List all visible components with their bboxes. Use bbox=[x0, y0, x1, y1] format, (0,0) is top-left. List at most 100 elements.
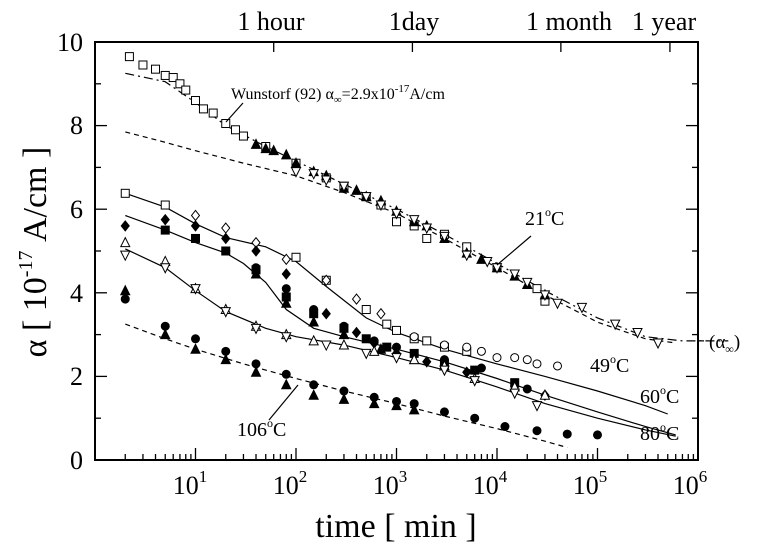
data-point bbox=[151, 64, 161, 74]
label-60C: 60oC bbox=[640, 383, 679, 408]
top-axis-label-hour: 1 hour bbox=[237, 7, 305, 36]
data-point bbox=[280, 297, 292, 308]
data-point bbox=[250, 323, 262, 335]
data-point bbox=[439, 407, 449, 417]
data-point bbox=[291, 252, 301, 262]
data-point bbox=[120, 220, 130, 232]
x-tick-label: 102 bbox=[273, 467, 308, 500]
data-point bbox=[338, 181, 350, 193]
data-point bbox=[509, 269, 521, 281]
data-point bbox=[281, 268, 291, 280]
y-tick-label: 6 bbox=[70, 195, 83, 224]
data-point bbox=[492, 353, 502, 363]
data-point bbox=[351, 184, 362, 195]
data-point bbox=[422, 336, 432, 346]
data-point bbox=[481, 256, 493, 268]
data-point bbox=[553, 361, 563, 371]
data-point bbox=[320, 340, 332, 352]
data-point bbox=[221, 222, 231, 234]
data-point bbox=[461, 250, 473, 262]
data-point bbox=[593, 430, 602, 440]
data-point bbox=[309, 305, 319, 315]
data-point bbox=[280, 378, 292, 390]
y-tick-label: 2 bbox=[70, 362, 83, 391]
data-point bbox=[422, 233, 432, 243]
data-point bbox=[190, 343, 201, 354]
data-point bbox=[439, 231, 450, 243]
data-point bbox=[338, 393, 350, 404]
data-point bbox=[392, 325, 401, 335]
data-point bbox=[208, 108, 218, 118]
x-tick-label: 104 bbox=[473, 467, 508, 500]
data-point bbox=[251, 359, 261, 369]
data-point bbox=[160, 213, 170, 226]
data-point bbox=[191, 233, 200, 243]
data-point bbox=[509, 388, 521, 400]
label-49C: 49oC bbox=[590, 352, 629, 377]
data-point bbox=[462, 342, 472, 352]
data-point bbox=[491, 263, 503, 274]
data-point bbox=[392, 396, 401, 406]
data-point bbox=[368, 345, 380, 356]
x-tick-label: 105 bbox=[573, 467, 608, 500]
data-point bbox=[532, 426, 542, 436]
data-point bbox=[320, 175, 332, 187]
x-tick-label: 103 bbox=[373, 467, 408, 500]
data-point bbox=[268, 144, 280, 156]
data-point bbox=[220, 353, 232, 365]
data-point bbox=[391, 353, 402, 364]
data-point bbox=[190, 284, 201, 295]
data-point bbox=[251, 245, 261, 257]
label-106C-leader bbox=[268, 384, 299, 421]
data-point bbox=[375, 343, 387, 354]
data-point bbox=[260, 142, 272, 154]
data-point bbox=[532, 359, 542, 369]
data-point bbox=[191, 334, 200, 344]
data-point bbox=[160, 321, 170, 331]
data-point bbox=[392, 342, 401, 352]
data-point bbox=[476, 346, 486, 356]
data-point bbox=[469, 376, 481, 387]
ticks-layer bbox=[95, 41, 698, 461]
data-point bbox=[338, 328, 350, 340]
y-tick-label: 8 bbox=[70, 111, 83, 140]
x-tick-label: 106 bbox=[673, 467, 708, 500]
data-point bbox=[160, 70, 170, 80]
data-point bbox=[119, 236, 131, 248]
y-tick-label: 4 bbox=[70, 279, 83, 308]
data-point bbox=[290, 167, 302, 178]
curve-49C bbox=[125, 192, 668, 415]
data-point bbox=[181, 85, 191, 95]
top-axis-label-year: 1 year bbox=[632, 7, 697, 36]
data-point bbox=[408, 403, 420, 415]
data-point bbox=[221, 232, 231, 245]
data-point bbox=[391, 208, 402, 220]
data-point bbox=[308, 315, 320, 327]
data-point bbox=[281, 253, 291, 266]
x-tick-label: 101 bbox=[173, 467, 208, 500]
y-axis-title: α [ 10-17 A/cm ] bbox=[15, 147, 54, 358]
x-axis-title: time [ min ] bbox=[315, 508, 476, 545]
data-point bbox=[280, 148, 292, 160]
data-point bbox=[522, 355, 532, 365]
data-point bbox=[238, 131, 248, 141]
data-point bbox=[539, 290, 551, 302]
data-point bbox=[361, 305, 371, 315]
data-point bbox=[652, 338, 664, 350]
data-point bbox=[120, 188, 130, 198]
data-point bbox=[321, 274, 331, 287]
data-point bbox=[138, 60, 148, 70]
data-point bbox=[510, 353, 520, 363]
data-point bbox=[421, 223, 433, 235]
data-point bbox=[220, 307, 232, 318]
label-80C: 80oC bbox=[640, 420, 679, 445]
data-point bbox=[119, 250, 131, 262]
data-point bbox=[250, 138, 262, 149]
label-106C: 106oC bbox=[237, 416, 286, 441]
data-point bbox=[168, 73, 178, 83]
data-point bbox=[409, 332, 419, 342]
data-point bbox=[531, 401, 543, 412]
data-point bbox=[532, 284, 542, 294]
data-point bbox=[175, 79, 185, 89]
data-point bbox=[190, 209, 201, 222]
